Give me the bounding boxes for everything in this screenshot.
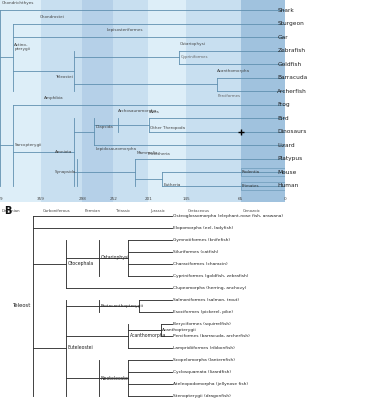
Text: Teleost: Teleost bbox=[13, 304, 31, 308]
Text: Archerfish: Archerfish bbox=[277, 89, 307, 94]
Text: Gymnotiformes (knifefish): Gymnotiformes (knifefish) bbox=[173, 238, 230, 242]
Text: Cyclosquamata (lizardfish): Cyclosquamata (lizardfish) bbox=[173, 370, 231, 374]
Text: Salmoniformes (salmon, trout): Salmoniformes (salmon, trout) bbox=[173, 298, 239, 302]
Text: 145: 145 bbox=[182, 197, 190, 201]
Text: Permian: Permian bbox=[84, 209, 100, 213]
Text: Lampridiiformes (ribbonfish): Lampridiiformes (ribbonfish) bbox=[173, 346, 235, 350]
Text: Esociformes (pickerel, pike): Esociformes (pickerel, pike) bbox=[173, 310, 233, 314]
Text: Cypriniformes (goldfish, zebrafish): Cypriniformes (goldfish, zebrafish) bbox=[173, 274, 249, 278]
Text: Lepisosteriformes: Lepisosteriformes bbox=[107, 28, 143, 32]
Text: Zebrafish: Zebrafish bbox=[277, 48, 306, 53]
Text: Ostariophysi: Ostariophysi bbox=[100, 256, 129, 260]
Text: Ostariophysi: Ostariophysi bbox=[179, 42, 205, 46]
Bar bbox=[186, 0, 241, 202]
Text: Otocephala: Otocephala bbox=[68, 262, 94, 266]
Text: Mouse: Mouse bbox=[277, 170, 297, 175]
Text: Triassic: Triassic bbox=[115, 209, 130, 213]
Text: Amniota: Amniota bbox=[55, 150, 73, 154]
Text: Protacanthopterygii: Protacanthopterygii bbox=[100, 304, 143, 308]
Text: Jurassic: Jurassic bbox=[150, 209, 165, 213]
Text: Elopomorpha (eel, ladyfish): Elopomorpha (eel, ladyfish) bbox=[173, 226, 234, 230]
Text: Cretaceous: Cretaceous bbox=[188, 209, 210, 213]
Bar bbox=[0, 0, 41, 202]
Text: Sturgeon: Sturgeon bbox=[277, 21, 304, 26]
Text: Shark: Shark bbox=[277, 8, 294, 13]
Text: Teleostei: Teleostei bbox=[55, 75, 73, 79]
Text: Human: Human bbox=[277, 183, 299, 188]
Text: Chondrostei: Chondrostei bbox=[40, 14, 65, 18]
Text: Devonian: Devonian bbox=[2, 209, 21, 213]
Text: Platypus: Platypus bbox=[277, 156, 303, 161]
Text: Cypriniformes: Cypriniformes bbox=[181, 56, 208, 60]
Text: B: B bbox=[4, 206, 11, 216]
Text: Acanthopterygii: Acanthopterygii bbox=[162, 328, 197, 332]
Text: Bird: Bird bbox=[277, 116, 289, 121]
Text: 419: 419 bbox=[0, 197, 4, 201]
Bar bbox=[41, 0, 82, 202]
Text: Perciformes: Perciformes bbox=[218, 94, 241, 98]
Bar bbox=[241, 0, 285, 202]
Text: Perciformes (barracuda, archerfish): Perciformes (barracuda, archerfish) bbox=[173, 334, 250, 338]
Text: Cenozoic: Cenozoic bbox=[243, 209, 261, 213]
Text: 65: 65 bbox=[238, 197, 243, 201]
Text: Dinosaurs: Dinosaurs bbox=[277, 129, 307, 134]
Text: Acanthomorpha: Acanthomorpha bbox=[130, 334, 166, 338]
Text: Lepidosauromorpha: Lepidosauromorpha bbox=[96, 147, 137, 151]
Text: Eutheria: Eutheria bbox=[164, 183, 181, 187]
Text: Mammalia: Mammalia bbox=[137, 151, 158, 155]
Text: Synapsida: Synapsida bbox=[55, 170, 76, 174]
Text: Lizard: Lizard bbox=[277, 143, 295, 148]
Text: Barracuda: Barracuda bbox=[277, 75, 308, 80]
Text: Gar: Gar bbox=[277, 35, 288, 40]
Text: 298: 298 bbox=[78, 197, 86, 201]
Text: Chondrichthyes: Chondrichthyes bbox=[2, 1, 34, 5]
Text: Characiformes (characin): Characiformes (characin) bbox=[173, 262, 228, 266]
Text: Scopelomorpha (lanternfish): Scopelomorpha (lanternfish) bbox=[173, 358, 235, 362]
Text: Siluriformes (catfish): Siluriformes (catfish) bbox=[173, 250, 219, 254]
Text: Stenopterygii (dragonfish): Stenopterygii (dragonfish) bbox=[173, 394, 231, 398]
Text: Primates: Primates bbox=[242, 184, 260, 188]
Text: Frog: Frog bbox=[277, 102, 290, 107]
Text: Euteleostei: Euteleostei bbox=[68, 346, 93, 350]
Text: 359: 359 bbox=[37, 197, 45, 201]
Bar bbox=[82, 0, 114, 202]
Text: Beryciformes (squirrelfish): Beryciformes (squirrelfish) bbox=[173, 322, 231, 326]
Bar bbox=[148, 0, 186, 202]
Text: 201: 201 bbox=[144, 197, 152, 201]
Text: Actino-
pterygii: Actino- pterygii bbox=[14, 43, 30, 51]
Text: Rodentia: Rodentia bbox=[242, 170, 260, 174]
Text: Other Theropoda: Other Theropoda bbox=[150, 126, 185, 130]
Text: Osteoglossomorpha (elephant-nose fish, arawana): Osteoglossomorpha (elephant-nose fish, a… bbox=[173, 214, 283, 218]
Text: Amphibia: Amphibia bbox=[44, 96, 64, 100]
Text: Aves: Aves bbox=[150, 110, 160, 114]
Text: Acanthomorpha: Acanthomorpha bbox=[217, 69, 250, 73]
Text: Clupeomorpha (herring, anchovy): Clupeomorpha (herring, anchovy) bbox=[173, 286, 247, 290]
Text: 252: 252 bbox=[110, 197, 118, 201]
Text: Neoteleostei: Neoteleostei bbox=[100, 376, 130, 380]
Bar bbox=[241, 168, 285, 176]
Text: Ateleopodomorpha (jellynose fish): Ateleopodomorpha (jellynose fish) bbox=[173, 382, 248, 386]
Text: Diapsida: Diapsida bbox=[96, 125, 114, 129]
Bar bbox=[241, 182, 285, 190]
Text: Archosauromorpha: Archosauromorpha bbox=[118, 109, 158, 113]
Text: 0: 0 bbox=[283, 197, 286, 201]
Text: Carboniferous: Carboniferous bbox=[43, 209, 70, 213]
Text: Prototheria: Prototheria bbox=[147, 152, 170, 156]
Text: Goldfish: Goldfish bbox=[277, 62, 301, 67]
Text: Sarcopterygii: Sarcopterygii bbox=[14, 143, 42, 147]
Bar bbox=[114, 0, 148, 202]
